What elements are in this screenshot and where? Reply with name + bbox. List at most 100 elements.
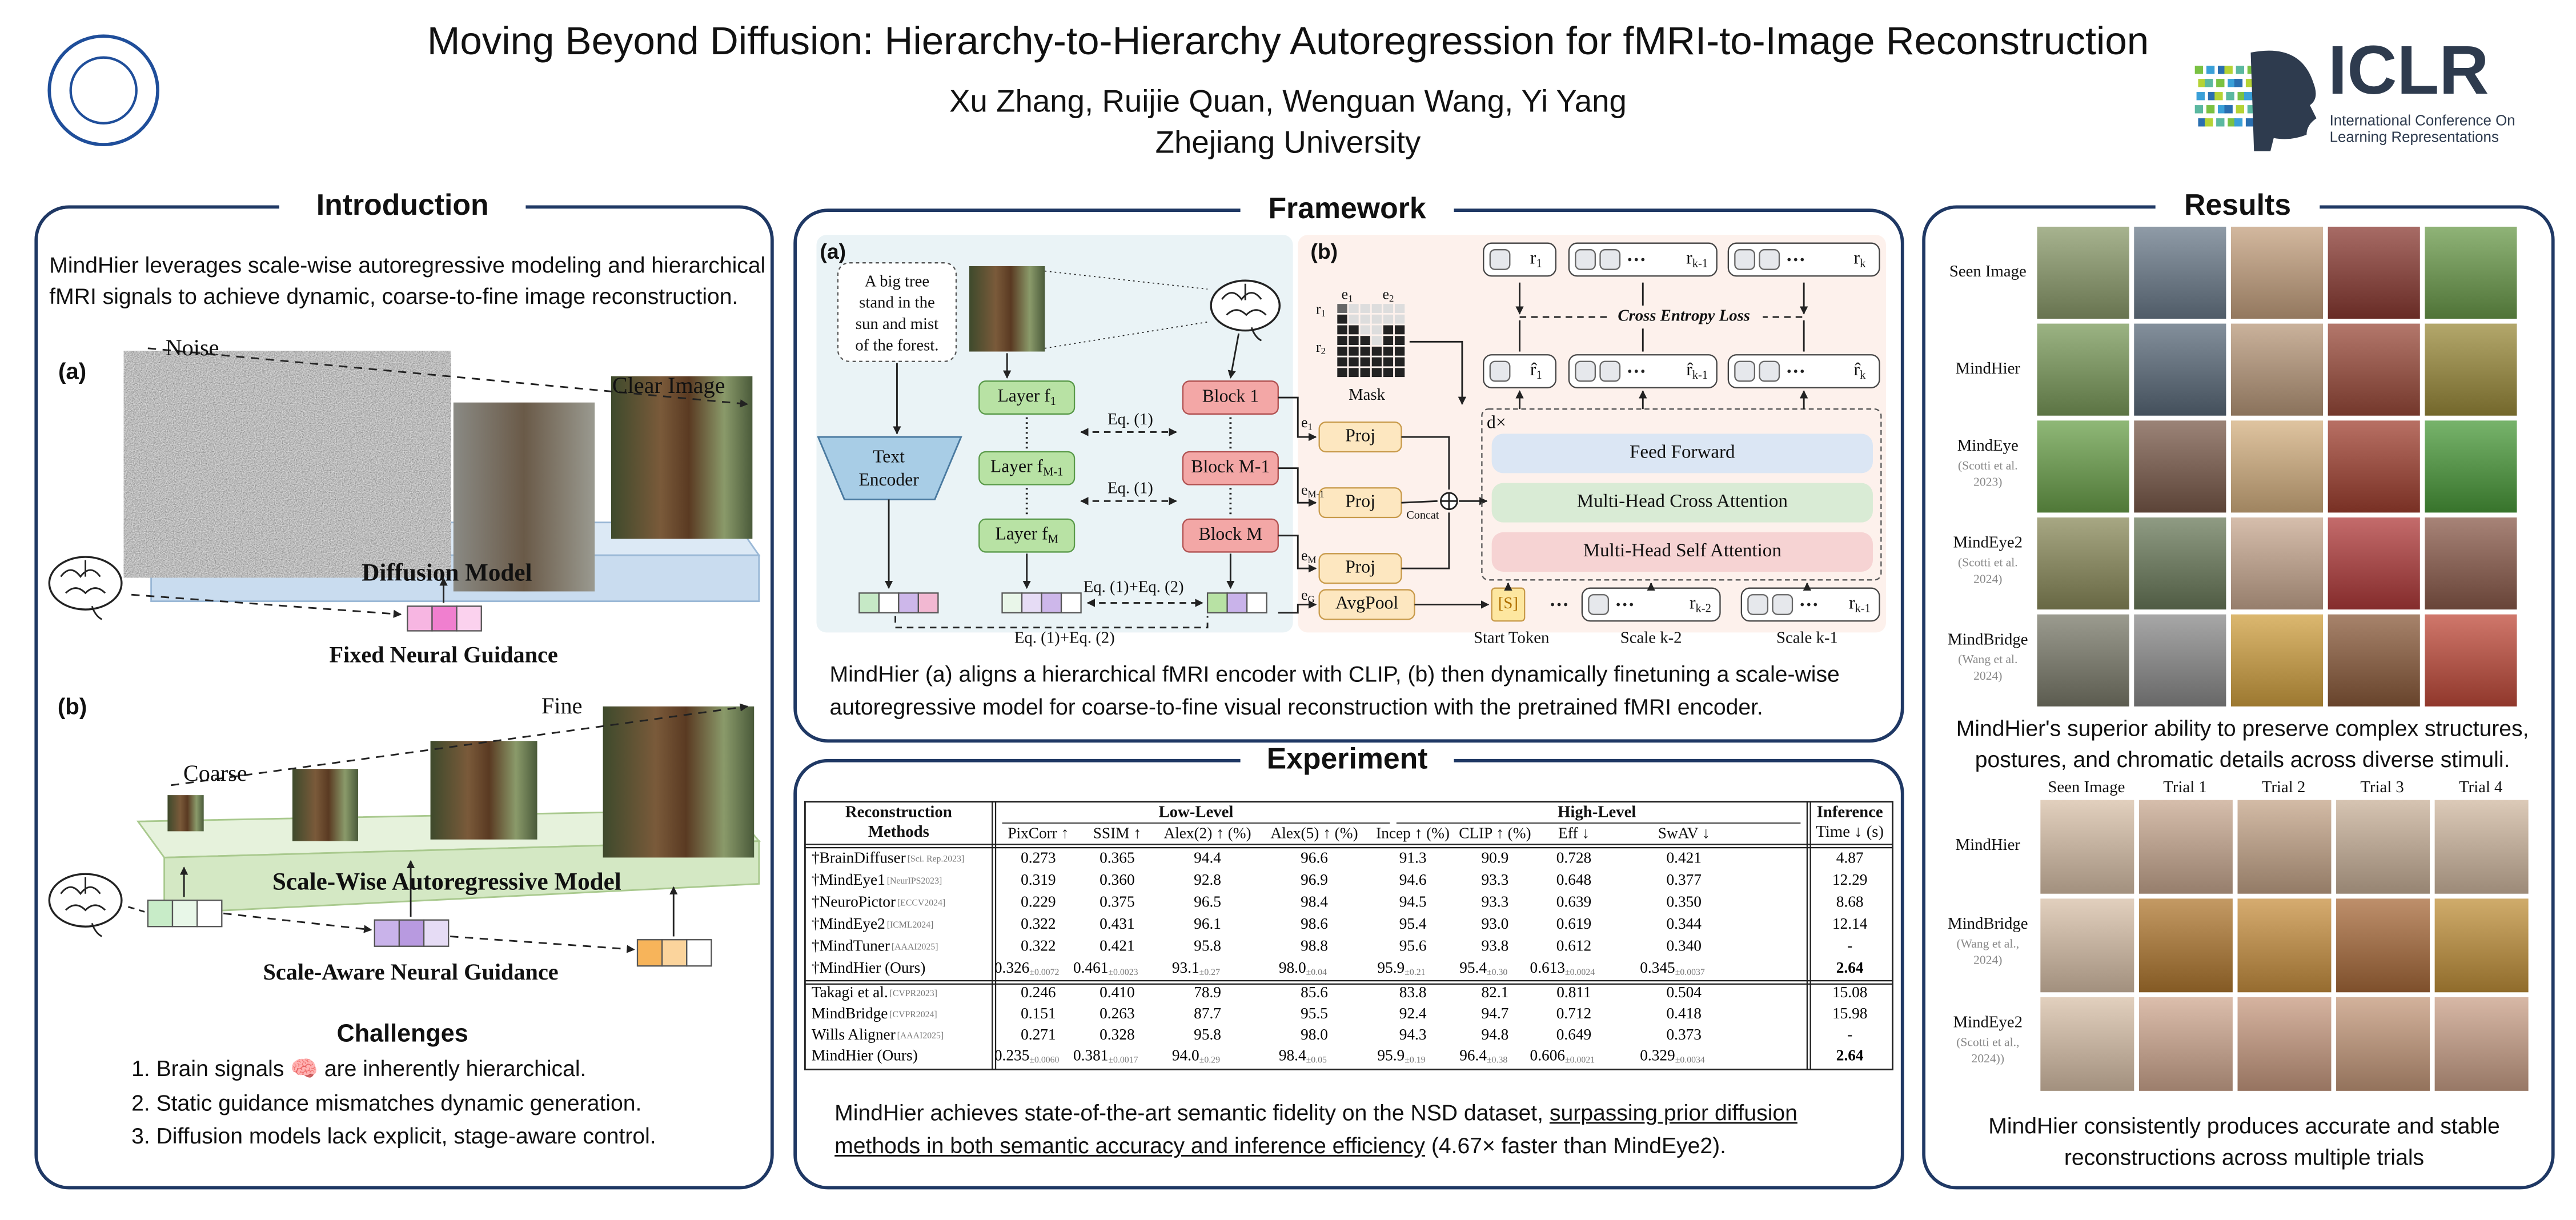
cell-std: ±0.0034 — [1675, 1055, 1705, 1065]
method: †MindHier (Ours) — [812, 959, 926, 976]
label-main: e — [1301, 414, 1308, 431]
cell-value: 0.345 — [1640, 959, 1675, 976]
venue: [ICML2024] — [887, 920, 934, 930]
image-shade — [2230, 614, 2324, 707]
label: Eff ↓ — [1558, 824, 1590, 841]
cell-value: 2.64 — [1836, 1047, 1864, 1064]
cell-value: 0.613 — [1530, 959, 1565, 976]
label-main: e — [1301, 587, 1308, 603]
label: d× — [1487, 412, 1506, 432]
cell-value: 95.5 — [1301, 1005, 1328, 1022]
box — [1491, 532, 1873, 572]
connector — [1227, 333, 1240, 379]
table-cell: - — [1847, 1026, 1852, 1043]
cell-value: 90.9 — [1482, 849, 1509, 866]
table-cell: 0.344 — [1666, 915, 1702, 932]
logo-mosaic — [2236, 105, 2244, 114]
cell-value: 95.9 — [1377, 959, 1405, 976]
cell-value: 0.648 — [1556, 871, 1591, 888]
box — [898, 592, 919, 614]
table-cell: 92.4 — [1399, 1005, 1427, 1022]
image-shade — [2434, 800, 2529, 894]
cell-value: 0.319 — [1021, 871, 1056, 888]
image-shade — [2336, 997, 2430, 1091]
label-subscript: 1 — [1536, 257, 1542, 270]
experiment-caption: MindHier achieves state-of-the-art seman… — [834, 1097, 1877, 1163]
table-cell: 0.273 — [1021, 849, 1056, 866]
cell-value: 0.246 — [1021, 984, 1056, 1001]
image-shade — [2134, 614, 2226, 707]
table-cell: 0.649 — [1556, 1026, 1591, 1043]
cell-std: ±0.0060 — [1029, 1055, 1059, 1065]
image — [611, 376, 753, 539]
cell-value: 94.4 — [1194, 849, 1221, 866]
table-cell: 96.1 — [1194, 915, 1221, 932]
label: Scale k-2 — [1620, 628, 1682, 647]
method: †MindEye2 — [812, 915, 885, 932]
connector — [450, 936, 635, 953]
column-header: Trial 4 — [2459, 778, 2502, 796]
box — [978, 451, 1076, 485]
label: r1 — [1530, 248, 1542, 270]
label-subscript: M-1 — [1043, 465, 1063, 478]
table-cell: 95.8 — [1194, 937, 1221, 954]
mask-cell — [1394, 357, 1405, 367]
mask-cell — [1371, 357, 1382, 367]
row-cite: 2024) — [1973, 953, 2002, 967]
table-cell: 0.271 — [1021, 1026, 1056, 1043]
mask-cell — [1394, 368, 1405, 378]
cell-value: 95.4 — [1459, 959, 1487, 976]
table-cell: 4.87 — [1836, 849, 1864, 866]
mask-cell — [1383, 304, 1394, 313]
panel-title: Results — [2184, 188, 2291, 221]
mask-cell — [1337, 314, 1347, 324]
label-subscript: M — [1048, 533, 1058, 545]
cell-std: ±0.04 — [1306, 967, 1327, 977]
label: Layer fM-1 — [990, 456, 1064, 478]
table-cell: 0.377 — [1666, 871, 1701, 888]
label: Scale-Wise Autoregressive Model — [272, 868, 621, 895]
image-shade — [2037, 614, 2129, 707]
cell-value: 0.418 — [1666, 1005, 1701, 1022]
mask-cell — [1371, 314, 1382, 324]
table-border — [804, 801, 1893, 1070]
poster-title: Moving Beyond Diffusion: Hierarchy-to-Hi… — [427, 19, 2149, 65]
cell-value: 0.410 — [1100, 984, 1134, 1001]
table-cell: 0.712 — [1556, 1005, 1591, 1022]
label-subscript: 1 — [1348, 293, 1353, 304]
cell-value: 98.4 — [1301, 893, 1328, 910]
table-cell: 93.1±0.27 — [1172, 959, 1220, 977]
mask-cell — [1360, 304, 1370, 313]
logo-mosaic — [2236, 66, 2244, 74]
box — [423, 919, 450, 947]
method: MindHier (Ours) — [812, 1047, 918, 1064]
table-cell: 94.4 — [1194, 849, 1221, 866]
cell-value: 91.3 — [1399, 849, 1427, 866]
row-label: MindBridge — [1948, 914, 2028, 933]
label: (a) — [820, 239, 846, 263]
label: PixCorr ↑ — [1008, 824, 1069, 841]
table-cell: 0.350 — [1666, 893, 1701, 910]
label: (a) — [58, 359, 86, 384]
row-cite: 2024)) — [1972, 1052, 2005, 1065]
ellipsis-dot — [1787, 258, 1791, 262]
mask-cell — [1383, 336, 1394, 346]
logo-mosaic — [2245, 118, 2254, 127]
image-shade — [2230, 420, 2324, 513]
mask-cell — [1383, 325, 1394, 335]
box — [1226, 592, 1248, 614]
logo-mosaic — [2196, 92, 2205, 101]
image-shade — [2037, 323, 2129, 416]
label: stand in the — [859, 294, 935, 312]
table-cell: 96.6 — [1301, 849, 1328, 866]
table-cell: 93.8 — [1482, 937, 1509, 954]
label: r̂k — [1854, 359, 1867, 381]
cell-value: 0.606 — [1530, 1047, 1565, 1064]
row-label: MindEye2 — [1953, 533, 2023, 552]
label: Mask — [1349, 386, 1386, 404]
table-cell: 78.9 — [1194, 984, 1221, 1001]
ellipsis-dot — [1623, 603, 1627, 607]
cell-value: 0.373 — [1666, 1026, 1701, 1043]
label: SSIM ↑ — [1093, 824, 1141, 841]
